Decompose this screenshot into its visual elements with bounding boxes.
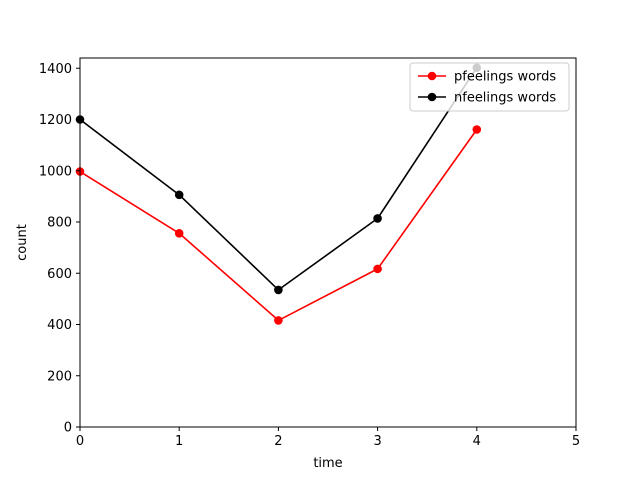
legend-label: pfeelings words bbox=[454, 70, 556, 85]
legend: pfeelings words nfeelings words bbox=[409, 62, 570, 112]
y-tick-label: 1000 bbox=[39, 164, 72, 179]
y-tick-label: 1400 bbox=[39, 62, 72, 77]
plot-area bbox=[75, 57, 577, 428]
x-tick-label: 0 bbox=[76, 434, 84, 449]
x-tick-label: 1 bbox=[175, 434, 183, 449]
y-tick-label: 200 bbox=[47, 369, 72, 384]
data-point-marker bbox=[373, 214, 382, 223]
legend-box bbox=[409, 62, 570, 112]
legend-marker-swatch bbox=[427, 71, 437, 81]
x-tick-label: 3 bbox=[373, 434, 381, 449]
data-point-marker bbox=[274, 316, 283, 325]
data-point-marker bbox=[373, 264, 382, 274]
legend-label: nfeelings words bbox=[454, 91, 556, 106]
y-tick-label: 400 bbox=[47, 318, 72, 333]
y-axis-label: count bbox=[15, 224, 30, 261]
y-tick-label: 0 bbox=[64, 421, 72, 436]
y-tick-label: 600 bbox=[47, 267, 72, 282]
y-tick-label: 1200 bbox=[39, 113, 72, 128]
legend-item: pfeelings words bbox=[418, 70, 556, 85]
x-axis-label: time bbox=[313, 456, 342, 471]
y-axis-ticks: 0 200 400 600 800 1000 1200 1400 bbox=[39, 62, 80, 436]
y-tick-label: 800 bbox=[47, 216, 72, 231]
data-point-marker bbox=[174, 190, 184, 200]
x-tick-label: 4 bbox=[473, 434, 481, 449]
axes-frame bbox=[79, 57, 577, 428]
x-tick-label: 2 bbox=[274, 434, 282, 449]
legend-marker-swatch bbox=[427, 92, 437, 102]
x-axis-ticks: 0 1 2 3 4 5 bbox=[76, 427, 580, 449]
series-pfeelings bbox=[75, 125, 482, 325]
legend-item: nfeelings words bbox=[418, 91, 556, 106]
data-point-marker bbox=[472, 125, 482, 134]
data-point-marker bbox=[274, 285, 283, 295]
data-point-marker bbox=[174, 228, 184, 238]
x-tick-label: 5 bbox=[572, 434, 580, 449]
